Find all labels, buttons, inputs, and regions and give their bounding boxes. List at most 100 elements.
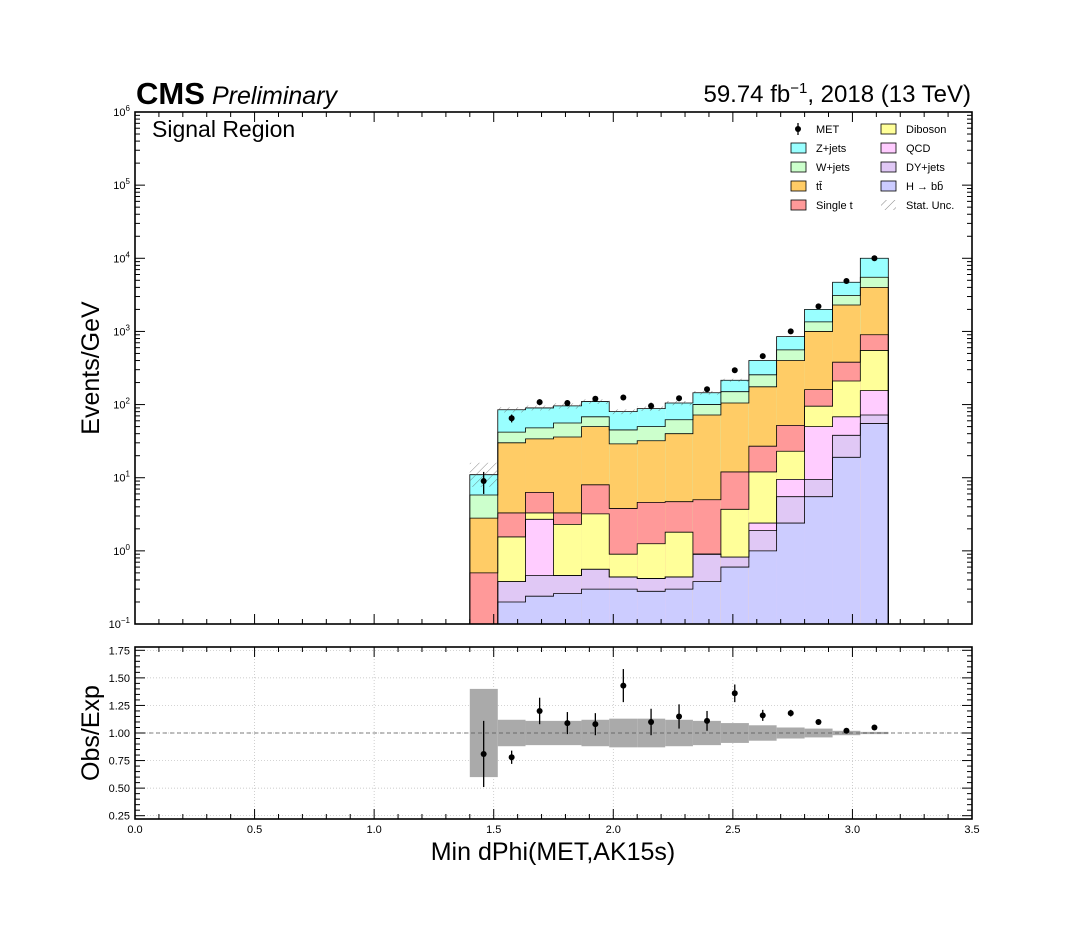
data-point-10 xyxy=(759,353,766,360)
stack-bar-h-bb-bin-1 xyxy=(497,601,526,624)
stack-bar-h-bb-bin-4 xyxy=(581,589,610,624)
x-tick-label: 0.0 xyxy=(127,824,142,836)
y-tick-label: 102 xyxy=(113,397,130,412)
ratio-unc-bin-9 xyxy=(720,723,749,743)
stack-bar-h-bb-bin-6 xyxy=(637,591,666,624)
y-tick-base: 10 xyxy=(113,546,125,558)
stack-bar-h-bb-bin-13 xyxy=(832,457,861,624)
legend-swatch-h-bb xyxy=(880,180,897,192)
y-tick-label: 100 xyxy=(113,543,130,558)
y-tick-label: 104 xyxy=(113,250,130,265)
legend-swatch-single-t xyxy=(790,199,807,211)
data-point-5 xyxy=(620,394,627,401)
y-tick-exp: 4 xyxy=(126,250,131,259)
legend-swatch-stat xyxy=(881,200,896,210)
stack-bar-h-bb-bin-10 xyxy=(748,550,777,624)
legend: MET Diboson Z+jets QCD W+jets DY+jets tt̄ H → b… xyxy=(790,123,954,212)
y-tick-label: 103 xyxy=(113,323,130,338)
data-point-7 xyxy=(676,395,683,402)
ratio-point-7 xyxy=(676,713,683,720)
x-tick-label: 1.5 xyxy=(486,824,501,836)
data-point-1 xyxy=(508,415,515,422)
legend-swatch-z-jets xyxy=(790,142,807,154)
y-tick-base: 10 xyxy=(113,107,125,119)
ratio-panel: 0.0 0.5 1.0 1.5 2.0 2.5 3.0 3.5 0.25 0.50 0.75 1.00… xyxy=(77,645,980,866)
ratio-point-11 xyxy=(787,710,794,717)
lumi-value: 59.74 fb xyxy=(703,81,790,108)
y-tick-exp: 3 xyxy=(126,323,131,332)
data-point-13 xyxy=(843,277,850,284)
data-point-2 xyxy=(536,399,543,406)
stack-outline-single-t xyxy=(469,334,889,624)
y-tick-base: 10 xyxy=(113,473,125,485)
legend-label-single-t: Single t xyxy=(816,200,853,212)
lumi-label: 59.74 fb−1, 2018 (13 TeV) xyxy=(703,80,971,108)
legend-label-ttbar: tt̄ xyxy=(816,181,822,193)
stat-unc-bin-8 xyxy=(692,391,721,395)
data-point-9 xyxy=(731,367,738,374)
y-tick-base: 10 xyxy=(109,619,121,631)
ratio-point-6 xyxy=(648,718,655,725)
ratio-point-5 xyxy=(620,682,627,689)
legend-swatch-qcd xyxy=(880,142,897,154)
legend-label-w-jets: W+jets xyxy=(816,162,850,174)
stack-outline-ttbar xyxy=(469,286,889,624)
legend-label-met: MET xyxy=(816,124,840,136)
stack-bar-h-bb-bin-5 xyxy=(609,589,638,624)
x-axis-label: Min dPhi(MET,AK15s) xyxy=(431,838,676,866)
ratio-point-13 xyxy=(843,727,850,734)
legend-label-diboson: Diboson xyxy=(906,124,946,136)
region-label: Signal Region xyxy=(152,116,295,142)
y-tick-exp: 2 xyxy=(126,397,131,406)
legend-swatch-diboson xyxy=(880,123,897,135)
experiment-label: CMS xyxy=(136,76,205,111)
ratio-y-tick-label: 0.25 xyxy=(109,811,130,823)
stack-bar-h-bb-bin-11 xyxy=(776,523,805,624)
stack-layer xyxy=(469,257,889,624)
stat-unc-bin-2 xyxy=(525,405,554,411)
stack-bar-h-bb-bin-2 xyxy=(525,596,554,624)
y-tick-exp: −1 xyxy=(121,616,131,625)
data-point-12 xyxy=(815,303,822,310)
stat-unc-bin-1 xyxy=(497,407,526,413)
ratio-point-3 xyxy=(564,720,571,727)
y-tick-label: 101 xyxy=(113,470,130,485)
y-tick-exp: 1 xyxy=(126,470,131,479)
ratio-unc-bin-12 xyxy=(804,728,833,738)
stack-bar-h-bb-bin-9 xyxy=(720,567,749,624)
data-point-8 xyxy=(704,386,711,393)
legend-marker-met xyxy=(795,126,801,132)
ratio-point-9 xyxy=(731,690,738,697)
y-tick-base: 10 xyxy=(113,253,125,265)
legend-label-h-bb: H → bb̄ xyxy=(906,180,943,193)
stack-bar-h-bb-bin-12 xyxy=(804,496,833,624)
ratio-y-tick-label: 1.50 xyxy=(109,673,130,685)
ratio-point-10 xyxy=(759,712,766,719)
stat-unc-bin-7 xyxy=(665,400,693,406)
legend-label-dy-jets: DY+jets xyxy=(906,162,945,174)
legend-label-qcd: QCD xyxy=(906,143,931,155)
ratio-point-2 xyxy=(536,707,543,714)
ratio-y-tick-label: 0.75 xyxy=(109,756,130,768)
x-tick-label: 1.0 xyxy=(366,824,381,836)
legend-swatch-w-jets xyxy=(790,161,807,173)
stack-outline-diboson xyxy=(497,350,889,624)
status-label: Preliminary xyxy=(212,82,339,110)
x-tick-label: 2.5 xyxy=(725,824,740,836)
ratio-y-tick-label: 1.25 xyxy=(109,700,130,712)
stack-bar-h-bb-bin-7 xyxy=(665,589,693,624)
y-tick-base: 10 xyxy=(113,326,125,338)
legend-swatch-ttbar xyxy=(790,180,807,192)
legend-swatch-dy-jets xyxy=(880,161,897,173)
data-point-3 xyxy=(564,400,571,407)
data-point-11 xyxy=(787,328,794,335)
lumi-exponent: −1 xyxy=(790,80,807,97)
legend-label-stat: Stat. Unc. xyxy=(906,200,954,212)
data-points-layer xyxy=(480,255,878,494)
data-point-0 xyxy=(480,478,487,485)
stack-outline-w-jets xyxy=(469,276,889,624)
x-tick-label: 3.0 xyxy=(845,824,860,836)
